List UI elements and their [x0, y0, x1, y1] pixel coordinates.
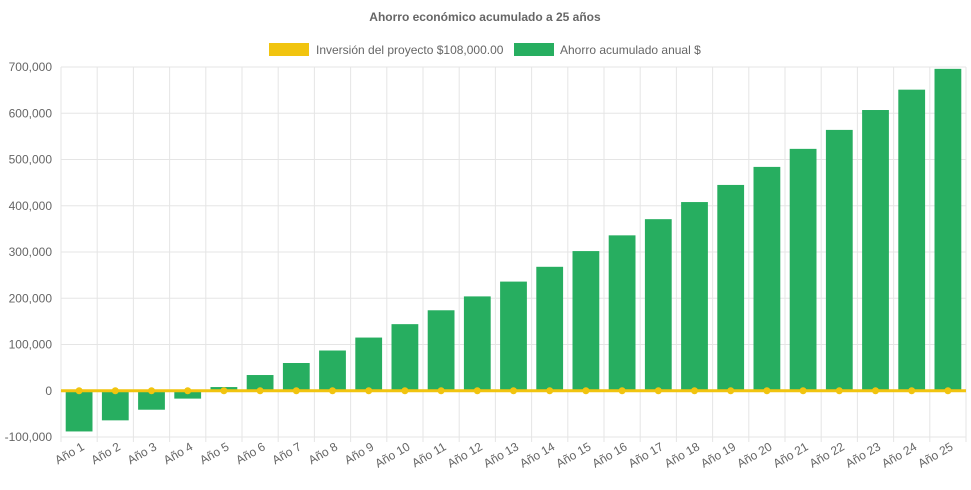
x-tick-label: Año 24 — [879, 439, 919, 470]
x-tick-label: Año 21 — [771, 439, 811, 470]
y-tick-label: 700,000 — [9, 60, 53, 74]
line-point-inversion[interactable] — [473, 387, 481, 395]
y-tick-label: 200,000 — [9, 291, 53, 305]
x-tick-label: Año 13 — [481, 439, 521, 470]
line-point-inversion[interactable] — [510, 387, 517, 395]
line-point-inversion[interactable] — [75, 387, 83, 395]
x-tick-label: Año 3 — [125, 439, 159, 467]
bar-ahorro[interactable] — [536, 266, 564, 391]
line-point-inversion[interactable] — [582, 387, 590, 395]
line-point-inversion[interactable] — [292, 387, 300, 395]
line-point-inversion[interactable] — [256, 387, 264, 395]
line-series — [61, 387, 966, 395]
legend-item-inversion-swatch[interactable] — [269, 43, 309, 56]
x-tick-label: Año 23 — [843, 439, 883, 470]
x-tick-label: Año 17 — [626, 439, 666, 470]
bar-ahorro[interactable] — [862, 110, 889, 391]
x-tick-label: Año 5 — [197, 439, 231, 467]
x-tick-label: Año 25 — [915, 439, 955, 470]
bar-ahorro[interactable] — [681, 202, 708, 391]
bar-ahorro[interactable] — [500, 281, 527, 391]
x-tick-label: Año 22 — [807, 439, 847, 470]
x-tick-label: Año 11 — [409, 439, 448, 470]
bar-ahorro[interactable] — [101, 390, 129, 421]
line-point-inversion[interactable] — [872, 387, 879, 395]
bar-ahorro[interactable] — [753, 166, 781, 391]
line-point-inversion[interactable] — [111, 387, 119, 395]
bar-ahorro[interactable] — [246, 375, 274, 391]
y-tick-label: 0 — [45, 384, 52, 398]
line-point-inversion[interactable] — [401, 387, 409, 395]
line-point-inversion[interactable] — [654, 387, 662, 395]
line-point-inversion[interactable] — [329, 387, 336, 395]
line-point-inversion[interactable] — [437, 387, 445, 395]
line-point-inversion[interactable] — [835, 387, 843, 395]
chart-title: Ahorro económico acumulado a 25 años — [369, 10, 601, 24]
legend-item-ahorro-swatch[interactable] — [514, 43, 554, 56]
x-tick-label: Año 20 — [734, 439, 774, 470]
line-point-inversion[interactable] — [365, 387, 373, 395]
x-tick-label: Año 16 — [590, 439, 630, 470]
y-tick-label: 600,000 — [9, 106, 53, 120]
line-point-inversion[interactable] — [727, 387, 735, 395]
bar-ahorro[interactable] — [463, 296, 491, 391]
x-tick-label: Año 12 — [445, 439, 485, 470]
bar-ahorro[interactable] — [644, 219, 672, 391]
bar-ahorro[interactable] — [825, 129, 853, 391]
bar-ahorro[interactable] — [427, 310, 455, 391]
x-tick-label: Año 14 — [517, 439, 557, 470]
bar-ahorro[interactable] — [319, 350, 346, 391]
y-tick-label: 300,000 — [9, 245, 53, 259]
bar-ahorro[interactable] — [282, 363, 310, 391]
y-tick-label: -100,000 — [5, 430, 53, 444]
x-tick-label: Año 7 — [270, 439, 304, 467]
bar-ahorro[interactable] — [572, 251, 600, 391]
bar-ahorro[interactable] — [65, 390, 93, 432]
x-tick-label: Año 19 — [698, 439, 738, 470]
x-tick-label: Año 15 — [553, 439, 593, 470]
legend-item-ahorro-label[interactable]: Ahorro acumulado anual $ — [560, 43, 701, 57]
x-tick-label: Año 6 — [233, 439, 267, 467]
line-point-inversion[interactable] — [148, 387, 155, 395]
bar-ahorro[interactable] — [391, 324, 419, 391]
bar-ahorro[interactable] — [138, 390, 165, 410]
y-tick-label: 500,000 — [9, 153, 53, 167]
line-point-inversion[interactable] — [908, 387, 916, 395]
line-point-inversion[interactable] — [220, 387, 228, 395]
line-point-inversion[interactable] — [944, 387, 952, 395]
line-point-inversion[interactable] — [184, 387, 192, 395]
legend-item-inversion-label[interactable]: Inversión del proyecto $108,000.00 — [316, 43, 504, 57]
line-point-inversion[interactable] — [691, 387, 698, 395]
line-point-inversion[interactable] — [618, 387, 626, 395]
bar-ahorro[interactable] — [934, 68, 962, 391]
x-axis-ticks: Año 1 Año 2 Año 3 Año 4 Año 5 Año 6 Año 7 Año 8… — [52, 439, 955, 470]
bar-ahorro[interactable] — [174, 390, 202, 399]
y-tick-label: 100,000 — [9, 338, 53, 352]
bar-ahorro[interactable] — [789, 148, 817, 391]
grid — [60, 66, 967, 442]
x-tick-label: Año 4 — [161, 439, 195, 467]
x-tick-label: Año 10 — [372, 439, 412, 470]
line-point-inversion[interactable] — [763, 387, 771, 395]
legend: Inversión del proyecto $108,000.00 Ahorro… — [269, 43, 701, 57]
line-point-inversion[interactable] — [546, 387, 554, 395]
bar-ahorro[interactable] — [717, 184, 745, 391]
x-tick-label: Año 8 — [306, 439, 340, 467]
x-tick-label: Año 18 — [662, 439, 702, 470]
bar-series — [65, 68, 962, 432]
line-point-inversion[interactable] — [799, 387, 807, 395]
bar-ahorro[interactable] — [898, 89, 926, 391]
bar-ahorro[interactable] — [608, 235, 636, 391]
x-tick-label: Año 2 — [89, 439, 123, 467]
x-tick-label: Año 9 — [342, 439, 376, 467]
x-tick-label: Año 1 — [52, 439, 86, 467]
y-axis-ticks: -100,000 0 100,000 200,000 300,000 400,000 500… — [5, 60, 53, 444]
y-tick-label: 400,000 — [9, 199, 53, 213]
bar-ahorro[interactable] — [355, 337, 383, 391]
